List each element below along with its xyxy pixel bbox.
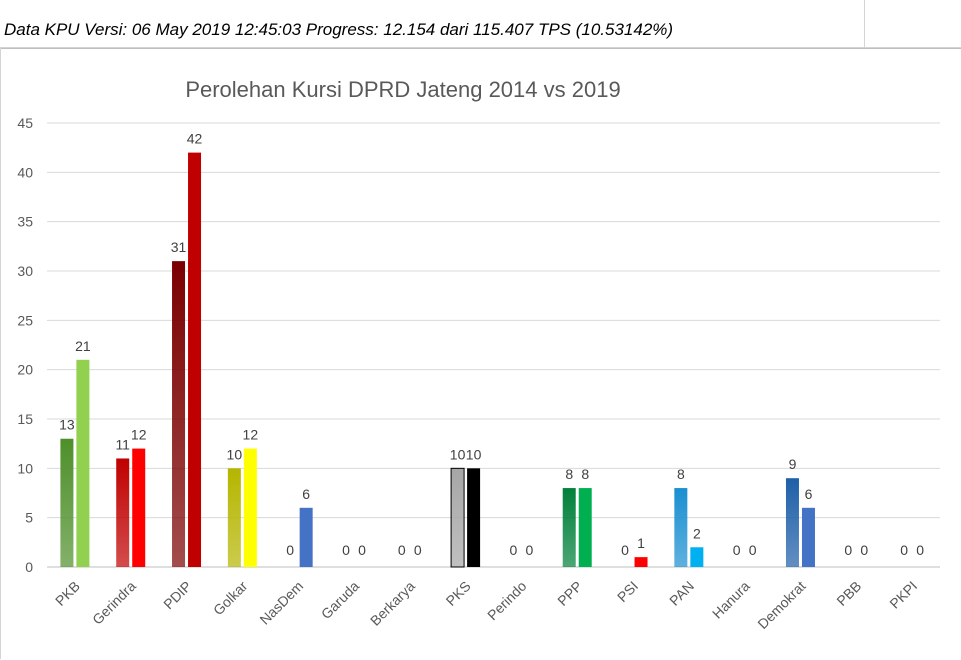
- y-tick-label: 10: [17, 460, 33, 476]
- data-label-nasdem-2019: 6: [302, 486, 310, 502]
- data-label-pkb-2014: 13: [59, 417, 75, 433]
- category-label-gerindra: Gerindra: [89, 578, 139, 628]
- bar-pkb-2014: [60, 438, 74, 567]
- seat-chart: Perolehan Kursi DPRD Jateng 2014 vs 2019…: [17, 77, 940, 632]
- bar-pdip-2014: [172, 261, 186, 567]
- category-label-pks: PKS: [443, 578, 474, 609]
- bar-pks-2014: [450, 467, 465, 568]
- y-axis-ticks: 0 5 10 15 20 25 30 35 40 45: [17, 115, 33, 575]
- data-label-berkarya-2014: 0: [398, 542, 406, 558]
- category-labels: PKB Gerindra PDIP Golkar NasDem Garuda Berkary…: [52, 578, 920, 632]
- category-label-demokrat: Demokrat: [754, 578, 808, 632]
- data-label-pan-2019: 2: [693, 525, 701, 541]
- y-tick-label: 35: [17, 214, 33, 230]
- category-label-pkb: PKB: [52, 578, 83, 609]
- bar-nasdem-2019: [299, 507, 313, 567]
- data-label-perindo-2014: 0: [510, 542, 518, 558]
- category-label-hanura: Hanura: [709, 578, 753, 622]
- data-label-ppp-2019: 8: [581, 466, 589, 482]
- bar-ppp-2019: [578, 488, 592, 567]
- data-label-garuda-2019: 0: [358, 542, 366, 558]
- bar-gerindra-2014: [116, 458, 130, 567]
- category-label-berkarya: Berkarya: [367, 578, 418, 629]
- data-label-gerindra-2019: 12: [131, 427, 147, 443]
- y-tick-label: 25: [17, 312, 33, 328]
- y-tick-label: 45: [17, 115, 33, 131]
- category-label-pkpi: PKPI: [886, 578, 920, 612]
- data-label-hanura-2019: 0: [749, 542, 757, 558]
- category-label-pbb: PBB: [833, 578, 864, 609]
- category-label-garuda: Garuda: [318, 578, 362, 622]
- data-label-golkar-2019: 12: [243, 427, 259, 443]
- bar-demokrat-2019: [801, 507, 815, 567]
- data-label-pbb-2014: 0: [844, 542, 852, 558]
- data-label-psi-2014: 0: [621, 542, 629, 558]
- cell-divider: [864, 0, 865, 48]
- y-tick-label: 20: [17, 362, 33, 378]
- data-label-garuda-2014: 0: [342, 542, 350, 558]
- bars: [60, 152, 815, 568]
- data-label-hanura-2014: 0: [733, 542, 741, 558]
- data-label-pks-2019: 10: [466, 446, 482, 462]
- data-label-gerindra-2014: 11: [115, 436, 130, 452]
- header-text: Data KPU Versi: 06 May 2019 12:45:03 Pro…: [4, 20, 674, 39]
- data-label-nasdem-2014: 0: [286, 542, 294, 558]
- data-label-ppp-2014: 8: [565, 466, 573, 482]
- y-tick-label: 30: [17, 263, 33, 279]
- bar-ppp-2014: [562, 488, 576, 567]
- category-label-ppp: PPP: [554, 578, 585, 609]
- y-tick-label: 0: [25, 559, 33, 575]
- bar-gerindra-2019: [132, 448, 146, 567]
- category-label-nasdem: NasDem: [256, 578, 306, 628]
- bar-pkb-2019: [76, 359, 90, 567]
- data-label-pan-2014: 8: [677, 466, 685, 482]
- data-label-berkarya-2019: 0: [414, 542, 422, 558]
- bar-pan-2019: [690, 547, 704, 567]
- bar-pan-2014: [674, 488, 688, 567]
- bar-demokrat-2014: [785, 478, 799, 567]
- category-label-pdip: PDIP: [160, 578, 194, 612]
- data-label-pkpi-2019: 0: [916, 542, 924, 558]
- data-label-pks-2014: 10: [450, 446, 466, 462]
- left-border: [0, 48, 1, 659]
- data-label-demokrat-2014: 9: [789, 456, 797, 472]
- data-label-pkpi-2014: 0: [900, 542, 908, 558]
- bar-psi-2019: [634, 557, 648, 567]
- data-label-perindo-2019: 0: [526, 542, 534, 558]
- bar-golkar-2014: [227, 468, 241, 567]
- bar-golkar-2019: [243, 448, 257, 567]
- y-tick-label: 15: [17, 411, 33, 427]
- y-tick-label: 40: [17, 164, 33, 180]
- data-label-demokrat-2019: 6: [805, 486, 813, 502]
- chart-area: Perolehan Kursi DPRD Jateng 2014 vs 2019…: [0, 48, 961, 659]
- data-label-pdip-2019: 42: [187, 131, 203, 147]
- data-label-psi-2019: 1: [637, 535, 645, 551]
- data-label-pkb-2019: 21: [75, 338, 91, 354]
- bar-pks-2019: [467, 468, 481, 567]
- data-label-pdip-2014: 31: [171, 239, 187, 255]
- category-label-golkar: Golkar: [210, 578, 251, 619]
- category-label-perindo: Perindo: [484, 578, 530, 624]
- category-label-pan: PAN: [666, 578, 697, 609]
- bar-pdip-2019: [188, 152, 202, 567]
- data-label-pbb-2019: 0: [860, 542, 868, 558]
- y-tick-label: 5: [25, 510, 33, 526]
- header-row: Data KPU Versi: 06 May 2019 12:45:03 Pro…: [0, 0, 961, 48]
- data-label-golkar-2014: 10: [227, 446, 243, 462]
- category-label-psi: PSI: [614, 578, 641, 605]
- chart-title: Perolehan Kursi DPRD Jateng 2014 vs 2019: [185, 77, 620, 102]
